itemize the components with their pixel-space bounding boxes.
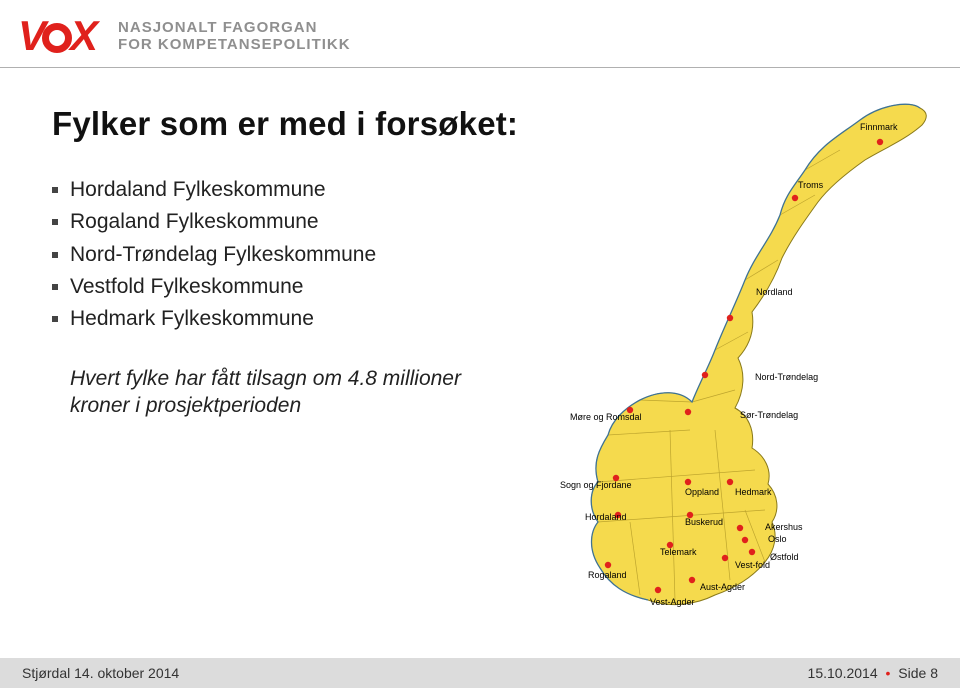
norway-landmass [591,104,926,604]
county-dot [737,525,743,531]
county-dot [689,577,695,583]
bullet-dot [52,219,58,225]
footer-right: 15.10.2014 • Side 8 [808,665,938,681]
list-item: Vestfold Fylkeskommune [52,273,376,301]
bullet-text: Rogaland Fylkeskommune [70,208,319,236]
county-dot [877,139,883,145]
bullet-list: Hordaland Fylkeskommune Rogaland Fylkesk… [52,176,376,338]
county-dot [685,479,691,485]
footer-date: 15.10.2014 [808,665,878,681]
county-label: Rogaland [588,570,627,580]
map-svg: Finnmark Troms Nordland Nord-Trøndelag Sør-T… [530,90,935,615]
sub-paragraph: Hvert fylke har fått tilsagn om 4.8 mill… [70,365,470,420]
logo-letter-o [42,23,72,53]
county-label: Østfold [770,552,799,562]
county-dot [655,587,661,593]
list-item: Rogaland Fylkeskommune [52,208,376,236]
bullet-text: Hedmark Fylkeskommune [70,305,314,333]
list-item: Hordaland Fylkeskommune [52,176,376,204]
county-dot [685,409,691,415]
county-label: Buskerud [685,517,723,527]
slide-title: Fylker som er med i forsøket: [52,105,518,143]
county-label: Hedmark [735,487,772,497]
norway-map: Finnmark Troms Nordland Nord-Trøndelag Sør-T… [530,90,935,615]
county-dot [742,537,748,543]
tagline-line-1: NASJONALT FAGORGAN [118,19,351,36]
bullet-dot [52,316,58,322]
county-label: Sør-Trøndelag [740,410,798,420]
county-dot [722,555,728,561]
tagline-line-2: FOR KOMPETANSEPOLITIKK [118,36,351,53]
logo-tagline: NASJONALT FAGORGAN FOR KOMPETANSEPOLITIK… [118,19,351,53]
bullet-dot [52,284,58,290]
bullet-text: Nord-Trøndelag Fylkeskommune [70,241,376,269]
county-label: Møre og Romsdal [570,412,642,422]
county-label: Telemark [660,547,697,557]
header-divider [0,67,960,68]
footer-left: Stjørdal 14. oktober 2014 [22,665,179,681]
county-dot [727,315,733,321]
footer-sep: • [886,665,891,681]
bullet-text: Hordaland Fylkeskommune [70,176,326,204]
list-item: Nord-Trøndelag Fylkeskommune [52,241,376,269]
county-label: Akershus [765,522,803,532]
bullet-dot [52,252,58,258]
county-label: Oslo [768,534,787,544]
footer-bar: Stjørdal 14. oktober 2014 15.10.2014 • S… [0,658,960,688]
county-label: Finnmark [860,122,898,132]
county-label: Vest-fold [735,560,770,570]
logo-letter-x: X [70,12,96,60]
header-logo-row: V X NASJONALT FAGORGAN FOR KOMPETANSEPOL… [18,12,351,60]
county-label: Nordland [756,287,793,297]
county-dot [702,372,708,378]
county-label: Sogn og Fjordane [560,480,632,490]
footer-side: Side 8 [898,665,938,681]
list-item: Hedmark Fylkeskommune [52,305,376,333]
logo-letter-v: V [18,12,44,60]
bullet-dot [52,187,58,193]
county-dot [727,479,733,485]
county-label: Troms [798,180,824,190]
county-label: Hordaland [585,512,627,522]
county-label: Aust-Agder [700,582,745,592]
county-label: Oppland [685,487,719,497]
bullet-text: Vestfold Fylkeskommune [70,273,303,301]
county-dot [792,195,798,201]
county-dot [749,549,755,555]
vox-logo: V X [18,12,96,60]
county-label: Vest-Agder [650,597,695,607]
county-dot [605,562,611,568]
county-label: Nord-Trøndelag [755,372,818,382]
slide: V X NASJONALT FAGORGAN FOR KOMPETANSEPOL… [0,0,960,688]
